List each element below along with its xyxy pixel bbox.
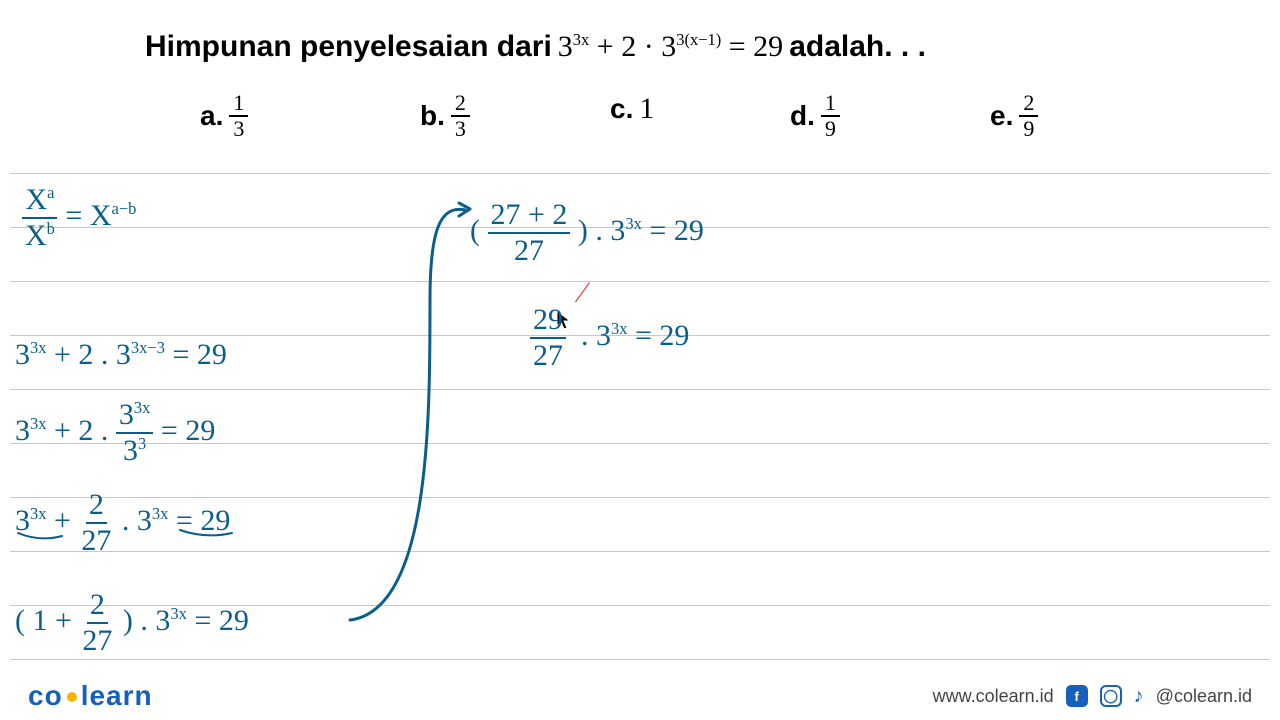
handwriting-eq1: 33x + 2 . 33x−3 = 29	[15, 340, 227, 370]
footer-handle: @colearn.id	[1156, 686, 1252, 707]
footer: colearn www.colearn.id f ◯ ♪ @colearn.id	[0, 672, 1280, 720]
facebook-icon[interactable]: f	[1066, 685, 1088, 707]
footer-right: www.colearn.id f ◯ ♪ @colearn.id	[933, 685, 1252, 707]
handwriting-eq2: 33x + 2 . 33x33 = 29	[15, 400, 215, 466]
handwriting-tick: ⁄	[580, 278, 585, 308]
logo-co: co	[28, 680, 63, 711]
page: { "header": { "question_prefix": "Himpun…	[0, 0, 1280, 720]
handwriting-rule1: XaXb = Xa−b	[22, 185, 136, 251]
logo-learn: learn	[81, 680, 153, 711]
instagram-icon[interactable]: ◯	[1100, 685, 1122, 707]
handwriting-eq4: ( 1 + 227 ) . 33x = 29	[15, 590, 249, 656]
handwriting-eq3: 33x + 227 . 33x = 29	[15, 490, 230, 556]
logo-dot-icon	[67, 692, 77, 702]
footer-url: www.colearn.id	[933, 686, 1054, 707]
tiktok-icon[interactable]: ♪	[1134, 685, 1144, 707]
handwriting-eq6: 2927 . 33x = 29	[530, 305, 689, 371]
handwriting-eq5: ( 27 + 227 ) . 33x = 29	[470, 200, 704, 266]
brand-logo: colearn	[28, 680, 153, 712]
